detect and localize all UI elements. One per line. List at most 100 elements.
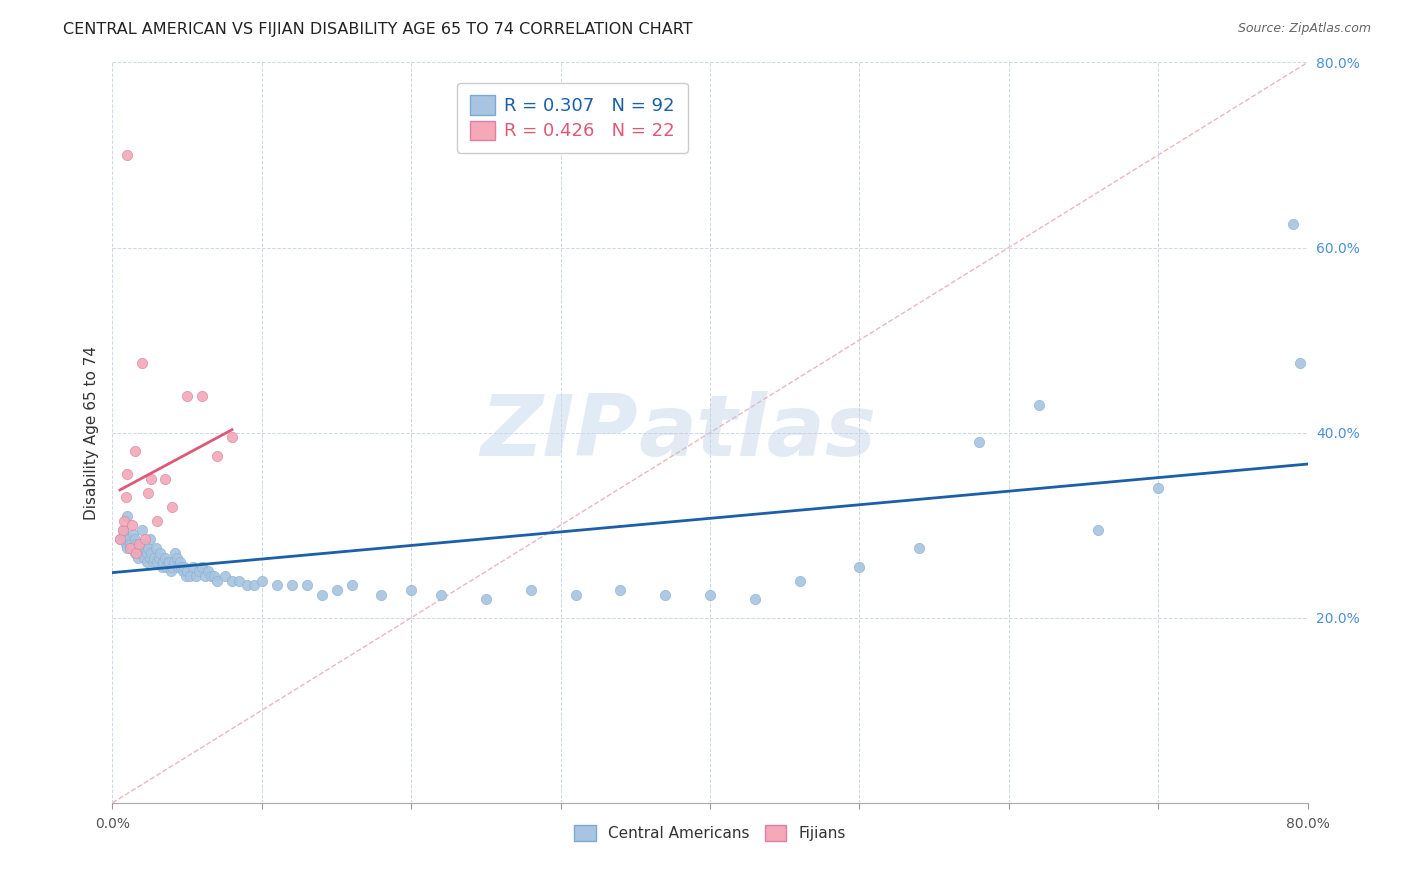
Point xyxy=(176,388,198,402)
Point xyxy=(174,569,197,583)
Legend: Central Americans, Fijians: Central Americans, Fijians xyxy=(568,819,852,847)
Point xyxy=(152,555,174,569)
Point xyxy=(115,536,138,550)
Point xyxy=(205,449,228,463)
Point xyxy=(281,578,304,592)
Point xyxy=(127,550,149,565)
Point xyxy=(139,532,162,546)
Point xyxy=(146,555,169,569)
Point xyxy=(236,578,259,592)
Point xyxy=(131,356,153,370)
Point xyxy=(124,444,146,458)
Point xyxy=(150,559,173,574)
Point xyxy=(202,569,225,583)
Point xyxy=(121,518,143,533)
Point xyxy=(111,523,134,537)
Text: atlas: atlas xyxy=(638,391,876,475)
Point xyxy=(169,555,191,569)
Point xyxy=(430,588,453,602)
Point xyxy=(162,559,183,574)
Point xyxy=(134,541,156,556)
Point xyxy=(200,569,222,583)
Point xyxy=(132,550,155,565)
Point xyxy=(139,550,162,565)
Point xyxy=(173,559,195,574)
Point xyxy=(1028,398,1050,412)
Point xyxy=(122,527,145,541)
Point xyxy=(370,588,392,602)
Point xyxy=(156,555,179,569)
Point xyxy=(141,546,163,560)
Point xyxy=(188,565,211,579)
Point xyxy=(146,514,169,528)
Point xyxy=(149,546,172,560)
Point xyxy=(114,527,135,541)
Point xyxy=(214,569,236,583)
Point xyxy=(967,434,990,449)
Text: CENTRAL AMERICAN VS FIJIAN DISABILITY AGE 65 TO 74 CORRELATION CHART: CENTRAL AMERICAN VS FIJIAN DISABILITY AG… xyxy=(63,22,693,37)
Point xyxy=(340,578,363,592)
Point xyxy=(266,578,288,592)
Point xyxy=(125,536,148,550)
Point xyxy=(138,541,160,556)
Point xyxy=(654,588,676,602)
Point xyxy=(155,559,177,574)
Point xyxy=(148,550,170,565)
Point xyxy=(117,508,139,523)
Point xyxy=(325,582,347,597)
Point xyxy=(157,555,180,569)
Point xyxy=(134,536,156,550)
Point xyxy=(125,546,148,560)
Point xyxy=(848,559,870,574)
Point xyxy=(564,588,586,602)
Point xyxy=(131,523,153,537)
Point xyxy=(166,550,188,565)
Point xyxy=(228,574,250,588)
Point xyxy=(111,523,134,537)
Point xyxy=(243,578,266,592)
Text: ZIP: ZIP xyxy=(481,391,638,475)
Point xyxy=(124,546,146,560)
Point xyxy=(176,565,198,579)
Point xyxy=(520,582,543,597)
Point xyxy=(143,550,166,565)
Point xyxy=(295,578,318,592)
Point xyxy=(1087,523,1109,537)
Point xyxy=(191,559,214,574)
Point xyxy=(142,555,165,569)
Point xyxy=(475,592,498,607)
Point xyxy=(221,574,243,588)
Point xyxy=(117,541,139,556)
Point xyxy=(179,569,201,583)
Point xyxy=(129,536,152,550)
Point xyxy=(108,532,131,546)
Point xyxy=(789,574,811,588)
Text: Source: ZipAtlas.com: Source: ZipAtlas.com xyxy=(1237,22,1371,36)
Point xyxy=(1281,218,1303,232)
Point xyxy=(194,569,217,583)
Point xyxy=(124,532,146,546)
Point xyxy=(131,546,153,560)
Point xyxy=(128,541,150,556)
Y-axis label: Disability Age 65 to 74: Disability Age 65 to 74 xyxy=(83,345,98,520)
Point xyxy=(108,532,131,546)
Point xyxy=(141,472,163,486)
Point xyxy=(159,565,181,579)
Point xyxy=(153,550,176,565)
Point xyxy=(205,574,228,588)
Point xyxy=(401,582,423,597)
Point xyxy=(163,555,186,569)
Point xyxy=(186,569,208,583)
Point xyxy=(138,485,160,500)
Point xyxy=(172,565,194,579)
Point xyxy=(135,555,157,569)
Point xyxy=(117,148,139,162)
Point xyxy=(114,514,135,528)
Point xyxy=(699,588,721,602)
Point xyxy=(135,546,157,560)
Point xyxy=(118,532,141,546)
Point xyxy=(1147,481,1170,495)
Point xyxy=(120,541,142,556)
Point xyxy=(609,582,631,597)
Point xyxy=(1289,356,1312,370)
